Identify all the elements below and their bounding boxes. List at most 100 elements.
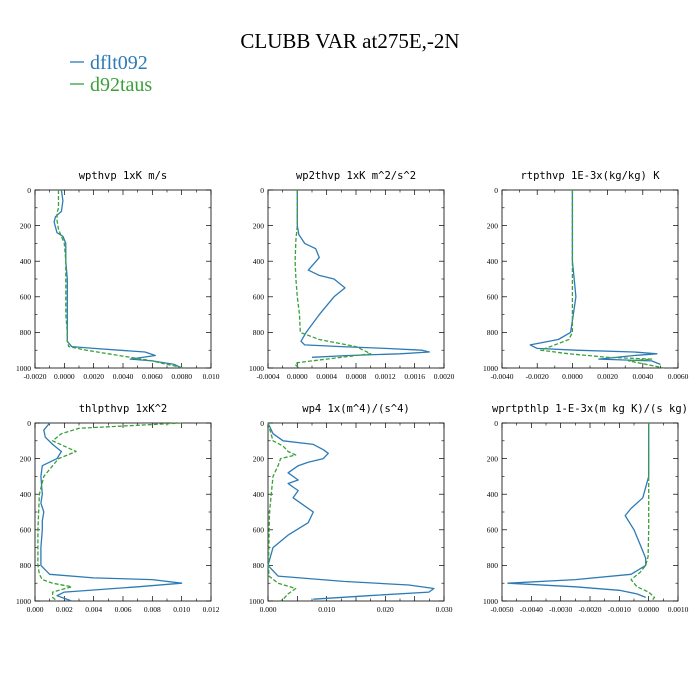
legend: dflt092 d92taus xyxy=(70,52,152,96)
x-tick-label: -0.0004 xyxy=(256,372,279,381)
plot-frame xyxy=(501,422,679,602)
plot-frame xyxy=(34,189,212,369)
x-tick-label: 0.020 xyxy=(377,605,394,614)
x-tick-label: 0.008 xyxy=(144,605,161,614)
panel-title: thlpthvp 1xK^2 xyxy=(79,403,168,415)
x-tick-label: 0.0060 xyxy=(668,372,689,381)
y-tick-label: 0 xyxy=(27,419,31,428)
x-tick-label: 0.030 xyxy=(436,605,453,614)
x-tick-label: 0.002 xyxy=(56,605,73,614)
x-tick-label: 0.0020 xyxy=(83,372,104,381)
x-tick-label: -0.0050 xyxy=(490,605,513,614)
panel-title: rtpthvp 1E-3x(kg/kg) K xyxy=(520,170,660,182)
x-tick-label: 0.0016 xyxy=(404,372,425,381)
panel-1: wpthvp 1xK m/s 0 200 400 600 800 1000-0.0020 0.… xyxy=(16,170,220,381)
x-tick-label: -0.0020 xyxy=(578,605,601,614)
x-tick-label: 0.0080 xyxy=(171,372,192,381)
x-tick-label: 0.0020 xyxy=(597,372,618,381)
x-tick-label: 0.0040 xyxy=(632,372,653,381)
x-tick-label: -0.0040 xyxy=(520,605,543,614)
y-tick-label: 0 xyxy=(260,419,264,428)
y-tick-label: 200 xyxy=(20,221,32,230)
y-tick-label: 1000 xyxy=(16,597,31,606)
y-tick-label: 800 xyxy=(20,328,32,337)
x-tick-label: -0.0020 xyxy=(23,372,46,381)
x-tick-label: 0.0000 xyxy=(562,372,583,381)
legend-label-dflt092: dflt092 xyxy=(90,52,148,74)
y-tick-label: 0 xyxy=(494,419,498,428)
panel-3: rtpthvp 1E-3x(kg/kg) K02004006008001000-… xyxy=(483,170,689,381)
x-tick-label: 0.0008 xyxy=(346,372,367,381)
y-tick-label: 0 xyxy=(260,186,264,195)
y-tick-label: 200 xyxy=(253,454,265,463)
series-line-dflt092 xyxy=(296,190,430,358)
legend-label-d92taus: d92taus xyxy=(90,74,152,96)
x-tick-label: 0.0000 xyxy=(54,372,75,381)
x-tick-label: 0.010 xyxy=(203,372,220,381)
panel-title: wprtpthlp 1-E-3x(m kg K)/(s kg) xyxy=(492,403,688,415)
y-tick-label: 400 xyxy=(253,490,265,499)
y-tick-label: 0 xyxy=(494,186,498,195)
x-tick-label: 0.0010 xyxy=(668,605,689,614)
figure-title: CLUBB VAR at275E,-2N xyxy=(240,29,459,53)
y-tick-label: 600 xyxy=(20,526,32,535)
series-line-d92taus xyxy=(294,190,372,369)
series-line-dflt092 xyxy=(267,422,435,600)
y-tick-label: 400 xyxy=(20,490,32,499)
y-tick-label: 0 xyxy=(27,186,31,195)
x-tick-label: 0.012 xyxy=(203,605,220,614)
x-tick-label: 0.0000 xyxy=(638,605,659,614)
x-tick-label: 0.000 xyxy=(27,605,44,614)
panel-2: wp2thvp 1xK m^2/s^2 0 200 400 600 800 1000-0.0… xyxy=(249,170,455,381)
x-tick-label: 0.010 xyxy=(318,605,335,614)
x-tick-label: 0.006 xyxy=(115,605,132,614)
x-tick-label: -0.0020 xyxy=(526,372,549,381)
x-tick-label: 0.0060 xyxy=(142,372,163,381)
series-line-dflt092 xyxy=(507,423,650,599)
x-tick-label: 0.010 xyxy=(173,605,190,614)
x-tick-label: 0.000 xyxy=(260,605,277,614)
y-tick-label: 800 xyxy=(253,561,265,570)
y-tick-label: 1000 xyxy=(16,364,31,373)
x-tick-label: -0.0040 xyxy=(490,372,513,381)
panel-title: wp4 1x(m^4)/(s^4) xyxy=(302,403,409,415)
y-tick-label: 600 xyxy=(487,293,499,302)
plot-frame xyxy=(34,422,212,602)
x-tick-label: 0.004 xyxy=(85,605,102,614)
y-tick-label: 400 xyxy=(487,257,499,266)
series-line-d92taus xyxy=(56,190,185,369)
y-tick-label: 600 xyxy=(20,293,32,302)
y-tick-label: 800 xyxy=(253,328,265,337)
y-tick-label: 200 xyxy=(487,221,499,230)
series-line-d92taus xyxy=(37,422,182,602)
x-tick-label: 0.0020 xyxy=(434,372,455,381)
plot-frame xyxy=(267,189,445,369)
panel-6: wprtpthlp 1-E-3x(m kg K)/(s kg) 0 200 400 60… xyxy=(483,403,689,614)
x-tick-label: 0.0000 xyxy=(287,372,308,381)
y-tick-label: 400 xyxy=(487,490,499,499)
y-tick-label: 200 xyxy=(253,221,265,230)
series-line-dflt092 xyxy=(529,190,661,366)
y-tick-label: 1000 xyxy=(483,597,498,606)
series-line-d92taus xyxy=(267,422,297,602)
y-tick-label: 1000 xyxy=(249,364,264,373)
panel-title: wp2thvp 1xK m^2/s^2 xyxy=(296,170,416,182)
series-line-dflt092 xyxy=(53,189,182,369)
series-line-d92taus xyxy=(540,190,665,369)
y-tick-label: 600 xyxy=(253,526,265,535)
y-tick-label: 600 xyxy=(487,526,499,535)
x-tick-label: 0.0040 xyxy=(113,372,134,381)
y-tick-label: 200 xyxy=(487,454,499,463)
y-tick-label: 1000 xyxy=(483,364,498,373)
x-tick-label: 0.0012 xyxy=(375,372,396,381)
y-tick-label: 800 xyxy=(487,328,499,337)
y-tick-label: 800 xyxy=(487,561,499,570)
series-line-dflt092 xyxy=(40,422,183,602)
x-tick-label: 0.0004 xyxy=(316,372,337,381)
y-tick-label: 800 xyxy=(20,561,32,570)
y-tick-label: 400 xyxy=(20,257,32,266)
